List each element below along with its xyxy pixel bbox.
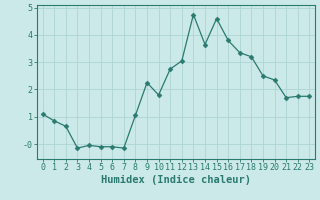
X-axis label: Humidex (Indice chaleur): Humidex (Indice chaleur) [101,175,251,185]
